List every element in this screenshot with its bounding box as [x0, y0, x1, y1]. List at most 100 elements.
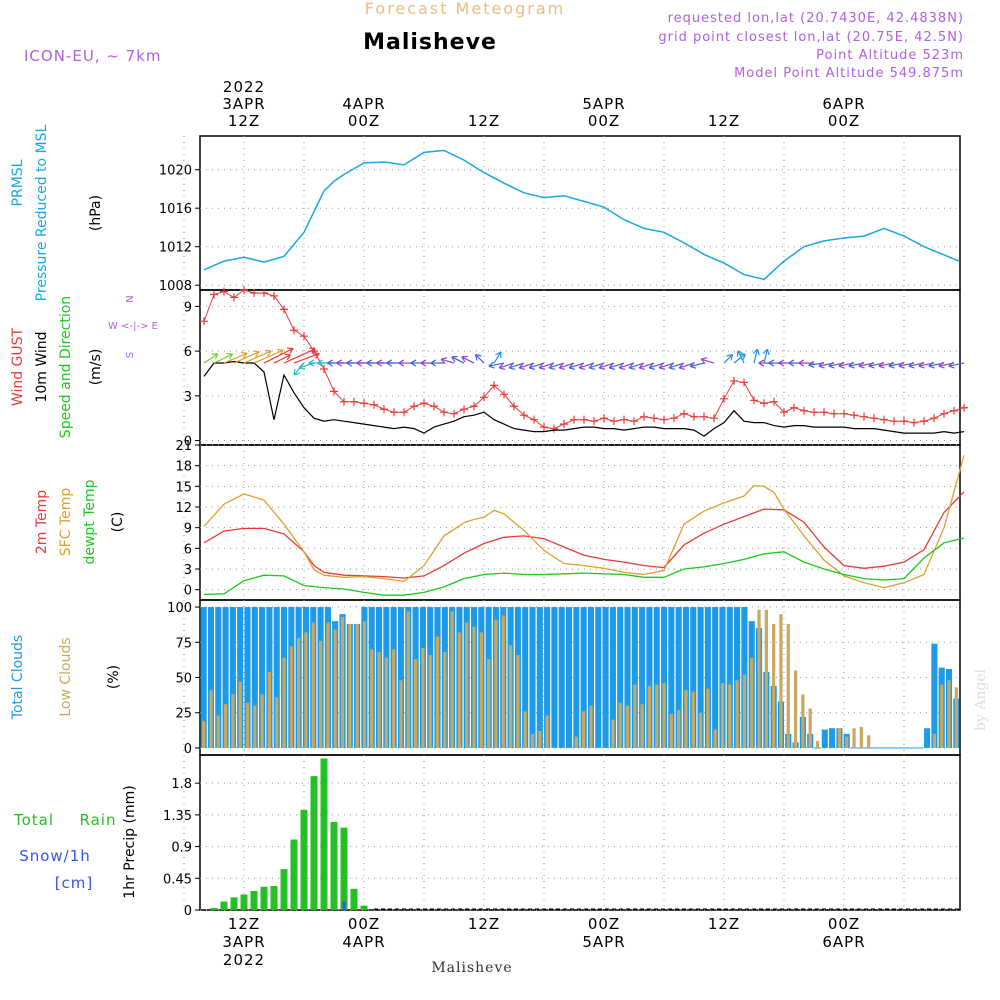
wind-vector-head: [376, 359, 383, 367]
total-cloud-bar: [573, 607, 580, 748]
total-cloud-bar: [675, 607, 682, 748]
low-cloud-bar: [640, 704, 644, 748]
wind-vector-head: [495, 351, 502, 359]
low-cloud-bar: [538, 731, 542, 748]
y-tick-label: 21: [175, 439, 192, 454]
wind-vector-head: [410, 359, 417, 367]
wind-vector-head: [948, 361, 955, 369]
rain-bar: [360, 905, 368, 910]
gust-point: [580, 415, 588, 424]
rain-bar: [300, 809, 308, 910]
wind-vector-head: [327, 359, 333, 367]
time-label-top: 00Z: [348, 112, 380, 130]
gust-point: [370, 400, 378, 409]
y-tick-label: 6: [184, 345, 192, 360]
wind-vector-head: [588, 363, 596, 370]
low-cloud-bar: [698, 712, 703, 748]
total-cloud-bar: [580, 607, 587, 748]
wind-vector-head: [474, 353, 482, 361]
wind-vector-head: [736, 350, 744, 357]
gust-point: [270, 291, 278, 300]
wind-vector-head: [298, 363, 306, 370]
gust-point: [740, 378, 748, 387]
gust-point: [470, 402, 478, 411]
compass-west-east: W <-|-> E: [108, 321, 158, 332]
gust-point: [840, 409, 848, 418]
wind-vector: [273, 354, 291, 364]
gust-point: [950, 406, 958, 415]
low-cloud-bar: [435, 636, 440, 748]
wind-vector-head: [888, 361, 895, 369]
gust-point: [360, 399, 368, 408]
wind-vector-head: [648, 363, 656, 370]
wind-vector: [293, 353, 320, 364]
gust-point: [440, 408, 448, 417]
low-cloud-bar: [859, 726, 863, 748]
wind-vector-head: [488, 361, 495, 369]
gust-point: [520, 411, 528, 420]
low-cloud-bar: [947, 680, 951, 748]
gust-point: [250, 288, 258, 297]
rain-bar: [220, 901, 228, 910]
total-cloud-bar: [522, 607, 529, 748]
pressure-label-msl: Pressure Reduced to MSL: [34, 124, 50, 301]
total-cloud-bar: [558, 607, 565, 748]
total-cloud-bar: [536, 607, 543, 748]
low-cloud-bar: [223, 704, 228, 748]
low-cloud-bar: [852, 728, 856, 748]
low-cloud-bar: [647, 685, 652, 748]
total-cloud-bar: [207, 607, 215, 748]
low-cloud-bar: [238, 681, 242, 748]
wind-vector: [441, 358, 455, 364]
gust-point: [290, 326, 298, 335]
time-label-bottom: 2022: [223, 951, 265, 969]
gust-point: [680, 409, 688, 418]
gust-point: [930, 414, 938, 423]
gust-point: [530, 415, 538, 424]
wind-vector: [253, 349, 284, 364]
gust-point: [220, 287, 228, 296]
model-label: ICON-EU, ~ 7km: [24, 47, 162, 65]
wind-vector-head: [628, 363, 636, 370]
y-tick-label: 1008: [159, 279, 192, 294]
model-altitude: Model Point Altitude 549.875m: [734, 66, 964, 81]
low-cloud-bar: [545, 715, 549, 748]
rain-bar: [230, 897, 238, 910]
y-tick-label: 12: [175, 501, 192, 516]
time-label-bottom: 00Z: [828, 915, 860, 933]
wind-vector: [733, 353, 746, 364]
wind-vector: [578, 362, 595, 369]
total-cloud-bar: [251, 607, 258, 748]
total-cloud-bar: [544, 607, 551, 748]
gust-point: [210, 290, 218, 299]
wind-vector-head: [440, 357, 448, 365]
total-cloud-bar: [734, 607, 741, 748]
low-cloud-bar: [574, 736, 578, 748]
gust-point: [630, 417, 638, 426]
wind-vector-head: [386, 359, 393, 367]
pressure-line: [203, 149, 960, 281]
wind-vector: [948, 362, 965, 367]
wind-vector: [538, 362, 555, 369]
total-cloud-bar: [924, 728, 931, 748]
wind-vector: [528, 362, 545, 369]
gust-point: [780, 408, 788, 417]
wind-vector-head: [752, 348, 760, 356]
wind-vector-head: [558, 363, 566, 370]
y-tick-label: 3: [184, 563, 192, 578]
low-cloud-bar: [808, 708, 812, 748]
wind-speed-dir-label: Speed and Direction: [58, 296, 74, 438]
total-cloud-bar: [682, 607, 690, 748]
low-cloud-bar: [457, 632, 462, 748]
y-tick-label: 1.8: [171, 777, 192, 792]
total-cloud-bar: [609, 607, 616, 748]
low-cloud-bar: [472, 626, 476, 748]
total-cloud-bar: [829, 728, 836, 748]
wind-vector: [737, 350, 745, 364]
wind-vector: [213, 353, 233, 364]
y-tick-label: 9: [184, 522, 192, 537]
time-label-bottom: 12Z: [708, 915, 740, 933]
wind-vector: [498, 362, 515, 369]
y-tick-label: 0: [184, 742, 192, 757]
